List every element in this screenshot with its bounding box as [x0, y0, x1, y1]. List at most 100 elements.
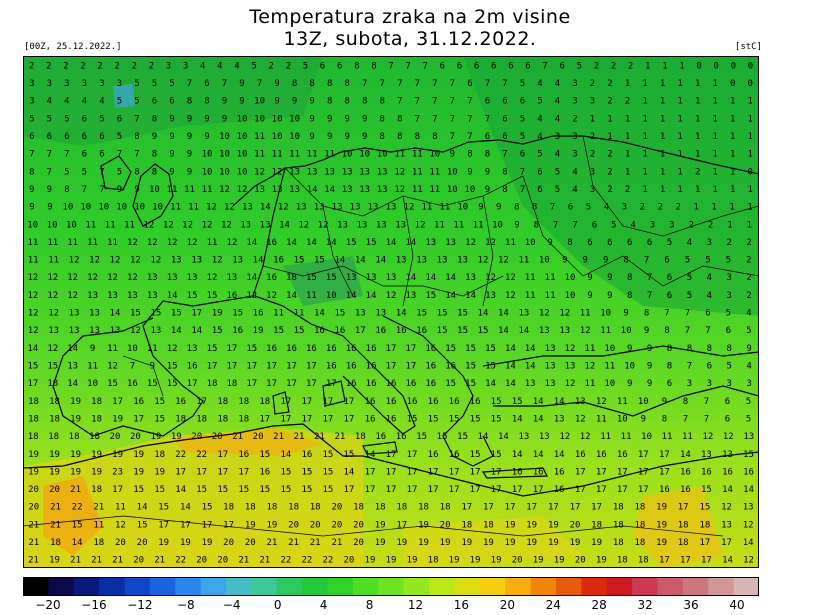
grid-value: 11	[27, 238, 38, 248]
grid-value: 12	[565, 344, 576, 354]
color-scale-swatch	[99, 577, 126, 596]
grid-value: 12	[394, 185, 405, 195]
grid-value: 18	[47, 379, 58, 389]
grid-value: 12	[505, 273, 516, 283]
grid-value: 1	[747, 132, 752, 142]
grid-value: 20	[28, 503, 39, 513]
grid-value: 11	[67, 238, 78, 248]
grid-value: 17	[407, 450, 418, 460]
grid-value: 6	[29, 132, 34, 142]
grid-value: 9	[627, 344, 632, 354]
grid-value: 19	[548, 520, 559, 530]
color-scale-swatch	[505, 577, 532, 596]
grid-value: 13	[296, 203, 307, 213]
grid-value: 12	[89, 256, 100, 266]
grid-value: 16	[238, 450, 249, 460]
grid-value: 12	[266, 291, 277, 301]
grid-value: 7	[397, 79, 402, 89]
grid-value: 0	[748, 61, 753, 71]
grid-value: 14	[485, 379, 496, 389]
grid-value: 4	[234, 61, 239, 71]
grid-value: 16	[375, 326, 386, 336]
grid-value: 2	[29, 61, 34, 71]
grid-value: 12	[404, 203, 415, 213]
grid-value: 1	[712, 79, 717, 89]
grid-value: 11	[580, 309, 591, 319]
grid-value: 5	[746, 397, 751, 407]
grid-value: 12	[498, 256, 509, 266]
grid-value: 12	[505, 291, 516, 301]
grid-value: 14	[505, 379, 516, 389]
grid-value: 16	[425, 344, 436, 354]
grid-value: 8	[485, 150, 490, 160]
grid-value: 15	[150, 309, 161, 319]
grid-value: 6	[82, 150, 87, 160]
grid-value: 20	[115, 538, 126, 548]
grid-value: 13	[187, 273, 198, 283]
grid-value: 5	[667, 238, 672, 248]
grid-value: 14	[343, 467, 354, 477]
grid-value: 14	[386, 238, 397, 248]
grid-value: 16	[386, 379, 397, 389]
color-scale-tick-label: 24	[545, 598, 561, 612]
grid-value: 6	[568, 203, 573, 213]
grid-value: 1	[712, 114, 717, 124]
grid-value: 11	[600, 326, 611, 336]
grid-value: 16	[533, 467, 544, 477]
grid-value: 17	[428, 485, 439, 495]
grid-value: 11	[600, 432, 611, 442]
grid-value: 13	[525, 379, 536, 389]
grid-value: 19	[49, 556, 60, 566]
grid-value: 19	[266, 520, 277, 530]
grid-value: 11	[584, 379, 595, 389]
grid-value: 11	[412, 185, 423, 195]
grid-value: 7	[257, 79, 262, 89]
grid-value: 8	[567, 238, 572, 248]
grid-value: 10	[492, 220, 503, 230]
grid-value: 15	[512, 397, 523, 407]
grid-value: 10	[219, 150, 230, 160]
grid-value: 19	[112, 415, 123, 425]
grid-value: 13	[307, 167, 318, 177]
grid-value: 17	[570, 503, 581, 513]
grid-value: 11	[682, 432, 693, 442]
grid-value: 1	[642, 114, 647, 124]
grid-value: 16	[266, 238, 277, 248]
grid-value: 15	[196, 485, 207, 495]
grid-value: 3	[555, 132, 560, 142]
grid-value: 13	[127, 291, 138, 301]
grid-value: 2	[746, 273, 751, 283]
grid-value: 16	[659, 485, 670, 495]
grid-value: 17	[533, 485, 544, 495]
grid-value: 15	[437, 326, 448, 336]
grid-value: 13	[485, 291, 496, 301]
grid-value: 11	[273, 309, 284, 319]
grid-value: 0	[713, 61, 718, 71]
grid-value: 1	[695, 185, 700, 195]
grid-value: 13	[342, 167, 353, 177]
grid-value: 21	[310, 538, 321, 548]
grid-value: 16	[428, 450, 439, 460]
grid-value: 19	[461, 538, 472, 548]
grid-value: 10	[289, 132, 300, 142]
grid-value: 1	[730, 167, 735, 177]
color-scale-tick-label: −12	[127, 598, 153, 612]
grid-value: 1	[730, 132, 735, 142]
grid-value: 7	[705, 326, 710, 336]
grid-value: 9	[204, 114, 209, 124]
grid-value: 1	[677, 79, 682, 89]
grid-value: 4	[572, 185, 577, 195]
grid-value: 3	[590, 185, 595, 195]
grid-value: 15	[491, 450, 502, 460]
grid-value: 12	[743, 520, 754, 530]
grid-value: 15	[137, 520, 148, 530]
grid-value: 13	[89, 326, 100, 336]
grid-value: 2	[607, 97, 612, 107]
grid-value: 19	[91, 467, 102, 477]
grid-value: 7	[704, 415, 709, 425]
grid-value: 6	[485, 132, 490, 142]
grid-value: 14	[396, 309, 407, 319]
grid-value: 17	[470, 485, 481, 495]
grid-value: 12	[130, 326, 141, 336]
